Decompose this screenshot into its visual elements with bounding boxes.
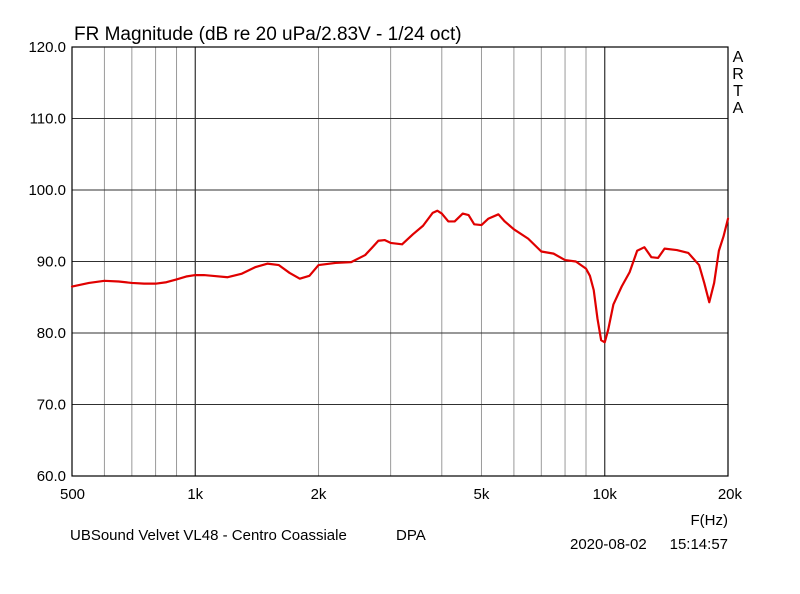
y-tick-labels: 60.0 70.0 80.0 90.0 100.0 110.0 120.0 [28, 39, 66, 485]
y-tick-label: 70.0 [37, 397, 66, 414]
y-tick-label: 80.0 [37, 325, 66, 342]
y-tick-label: 60.0 [37, 468, 66, 485]
frequency-response-curve [70, 209, 730, 344]
plot-frame [71, 46, 729, 477]
measurement-method: DPA [396, 527, 426, 544]
arta-letter: A [733, 100, 744, 117]
y-tick-label: 100.0 [28, 182, 66, 199]
x-tick-label: 1k [187, 486, 203, 503]
x-tick-label: 20k [718, 486, 743, 503]
arta-side-label: A R T A [732, 49, 744, 117]
arta-letter: T [733, 83, 743, 100]
chart-title: FR Magnitude (dB re 20 uPa/2.83V - 1/24 … [74, 24, 462, 45]
y-tick-label: 120.0 [28, 39, 66, 56]
measurement-time: 15:14:57 [670, 536, 728, 553]
grid-lines [72, 47, 728, 476]
y-tick-label: 110.0 [30, 111, 66, 128]
measurement-date: 2020-08-02 [570, 536, 647, 553]
x-tick-labels: 500 1k 2k 5k 10k 20k [60, 486, 742, 503]
series-layer [70, 209, 730, 344]
x-tick-label: 2k [311, 486, 327, 503]
device-name: UBSound Velvet VL48 - Centro Coassiale [70, 527, 347, 544]
y-tick-label: 90.0 [37, 254, 66, 271]
arta-letter: R [732, 66, 744, 83]
x-axis-label: F(Hz) [691, 512, 729, 529]
x-tick-label: 5k [474, 486, 490, 503]
x-tick-label: 500 [60, 486, 85, 503]
arta-letter: A [733, 49, 744, 66]
x-tick-label: 10k [593, 486, 618, 503]
